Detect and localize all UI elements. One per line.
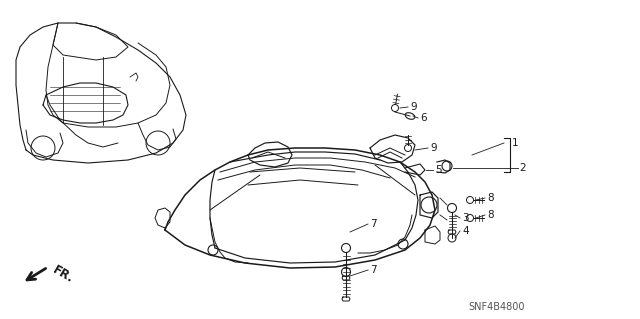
- Text: 9: 9: [430, 143, 436, 153]
- Text: 7: 7: [370, 219, 376, 229]
- Text: 7: 7: [370, 265, 376, 275]
- Text: 5: 5: [435, 165, 442, 175]
- Text: 1: 1: [512, 138, 518, 148]
- Text: 3: 3: [462, 213, 468, 223]
- Text: 6: 6: [420, 113, 427, 123]
- Text: 8: 8: [487, 193, 493, 203]
- Text: FR.: FR.: [50, 263, 76, 285]
- Text: 4: 4: [462, 226, 468, 236]
- Text: 8: 8: [487, 210, 493, 220]
- Text: 9: 9: [410, 102, 417, 112]
- Text: 2: 2: [519, 163, 525, 173]
- Text: SNF4B4800: SNF4B4800: [468, 302, 525, 312]
